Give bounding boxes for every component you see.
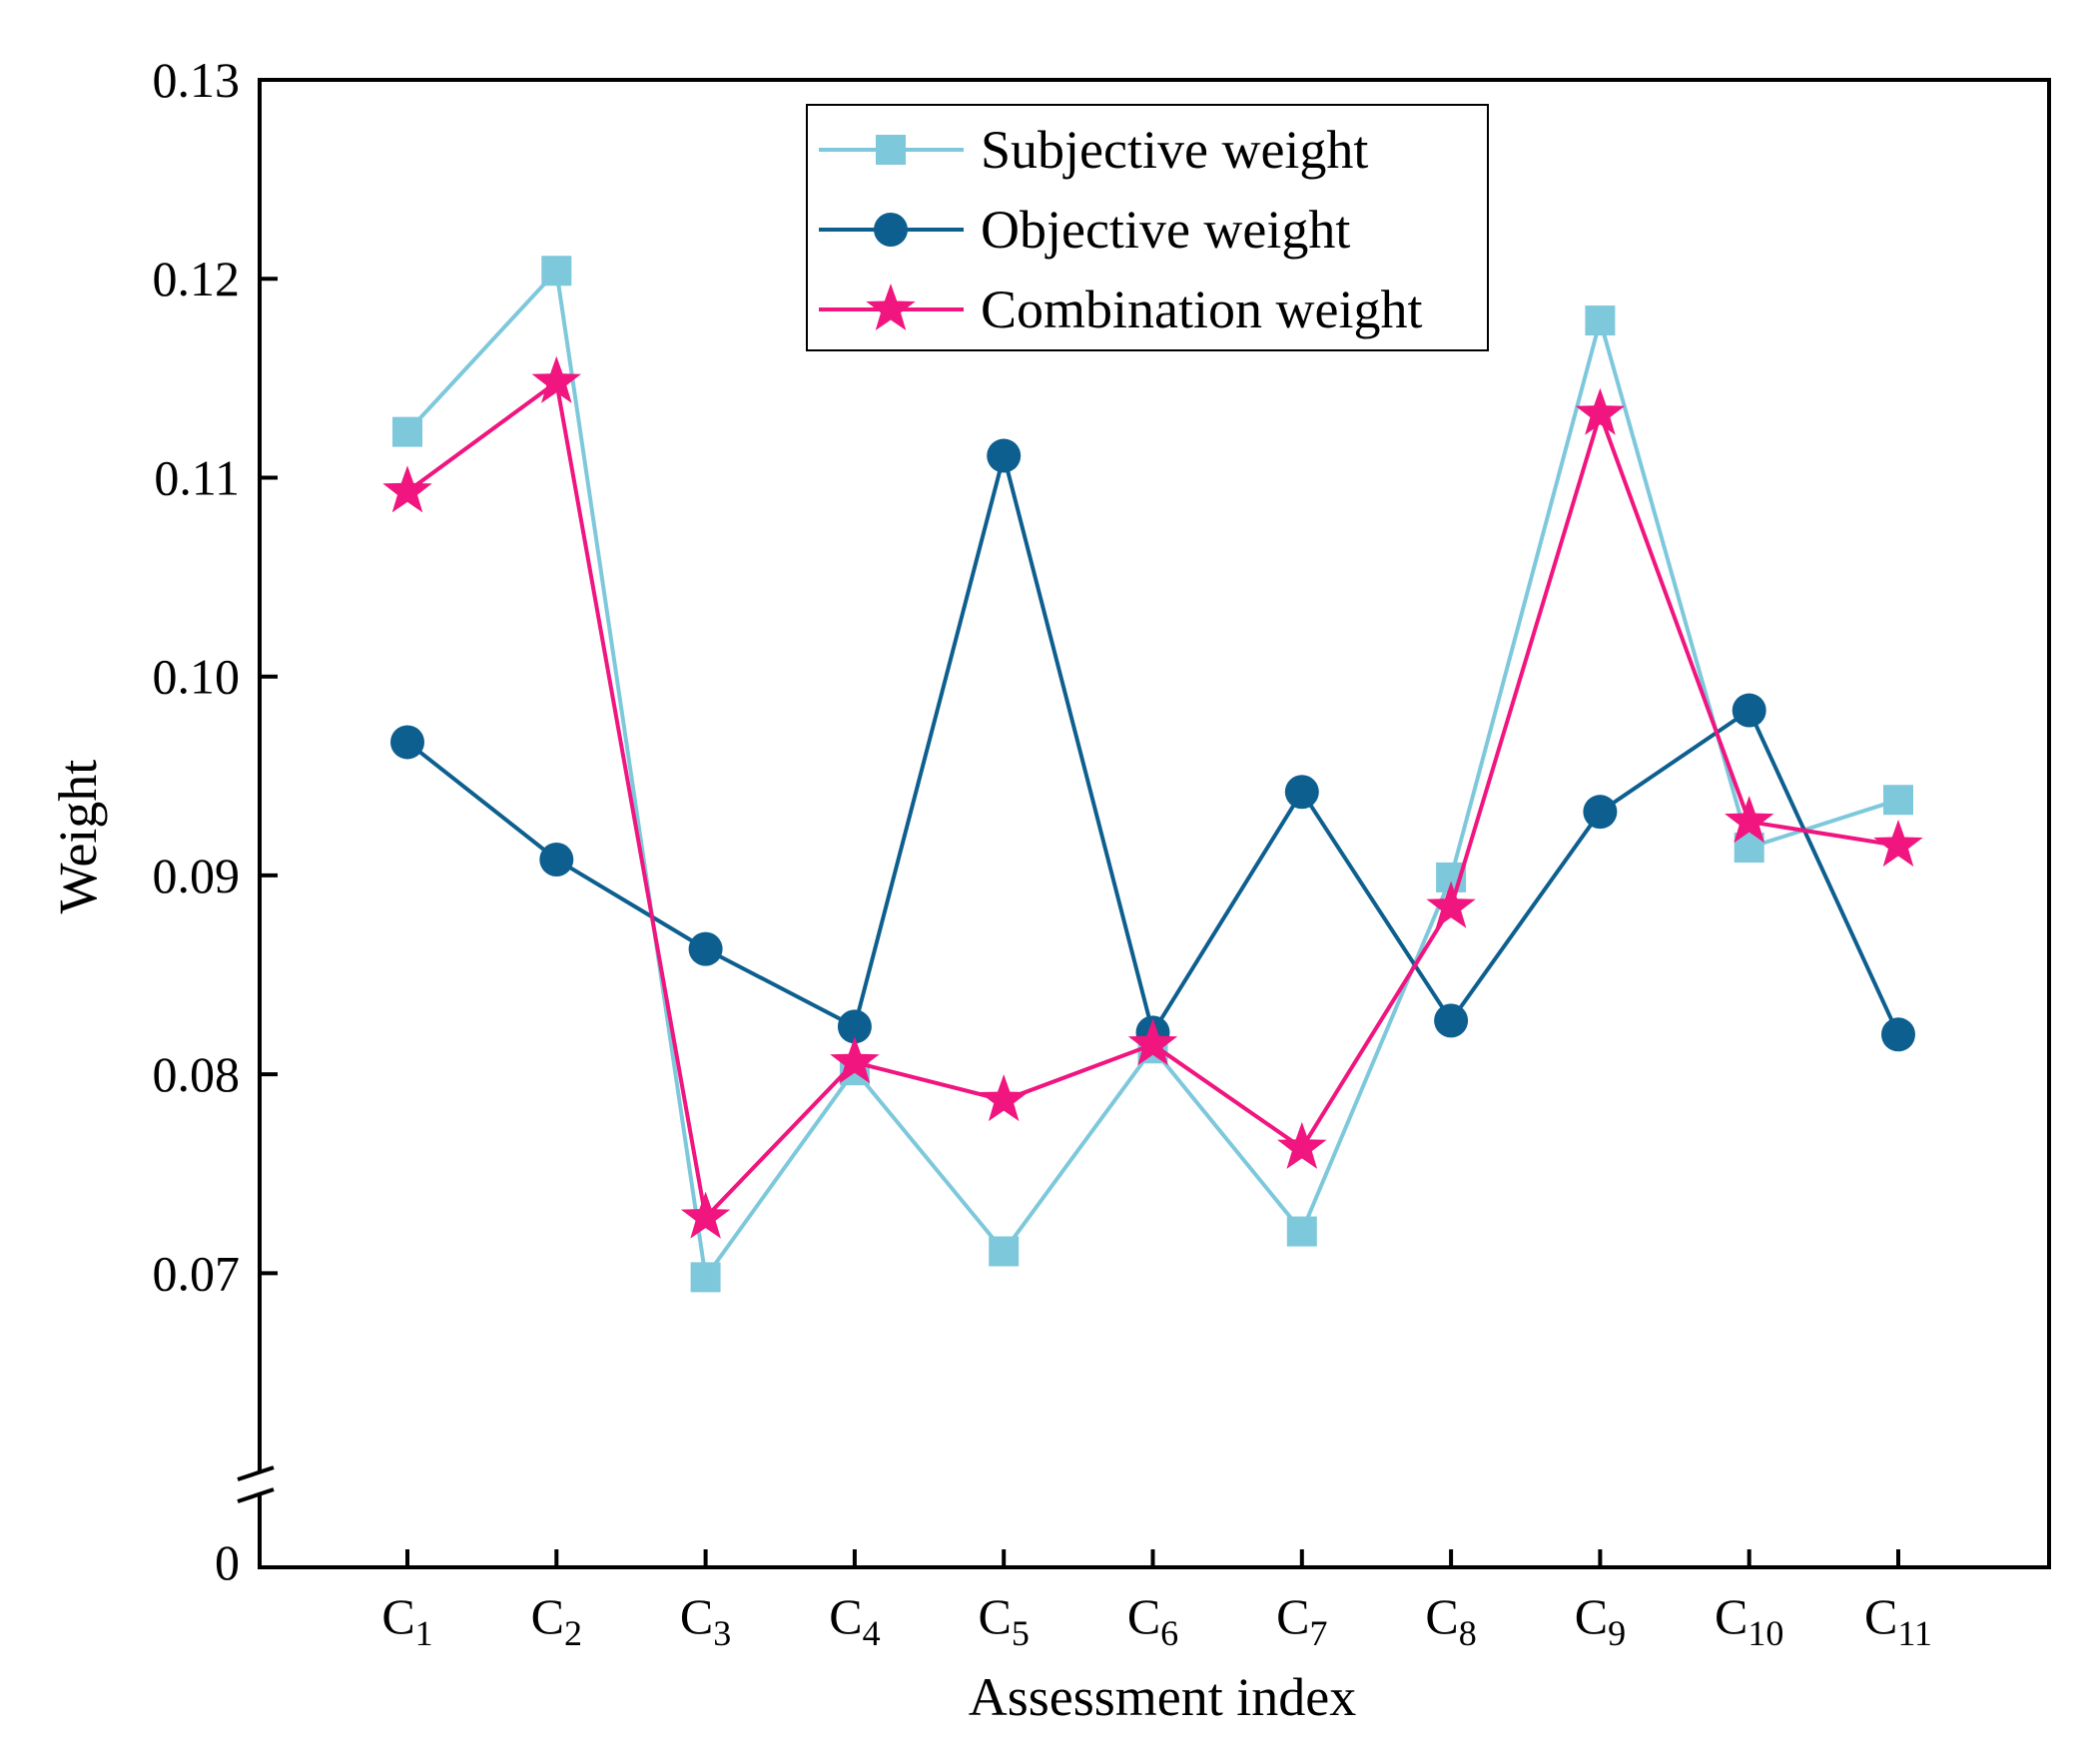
x-axis: C1 C2 C3 C4 C5 C6 C7 C8 C9 C10 C11 [381,1549,1932,1653]
x-tick-label: C2 [531,1588,582,1653]
x-axis-title: Assessment index [969,1667,1356,1727]
x-tick-label-sub: 5 [1012,1613,1030,1653]
legend-label: Combination weight [981,280,1422,339]
axis-break-mark [237,1487,275,1503]
x-tick-label: C1 [381,1588,432,1653]
x-tick-label: C7 [1276,1588,1327,1653]
x-tick-label-sub: 10 [1748,1613,1783,1653]
data-point [1725,796,1774,844]
x-tick-label-sub: 11 [1897,1613,1932,1653]
data-point [392,416,422,447]
series-square [392,256,1913,1293]
legend-marker [876,135,906,165]
x-tick-label: C11 [1864,1588,1932,1653]
data-point [1583,795,1618,830]
data-point [1575,387,1626,435]
x-tick-label-base: C [1425,1588,1458,1644]
y-tick-label: 0.09 [153,848,241,903]
data-point [1127,1018,1178,1066]
x-tick-label-sub: 1 [415,1613,433,1653]
data-point [979,1074,1029,1122]
data-point [1426,880,1476,928]
x-tick-label-sub: 7 [1309,1613,1327,1653]
legend-marker [866,284,916,330]
legend-marker [874,213,908,247]
data-point [830,1036,880,1084]
x-tick-label-base: C [381,1588,414,1644]
data-point [1883,785,1913,816]
data-point [688,931,723,966]
x-tick-label: C6 [1127,1588,1178,1653]
series-circle [390,438,1915,1052]
series-layer [382,256,1923,1293]
data-point [989,1236,1020,1267]
y-tick-label: 0.13 [153,52,241,108]
x-tick-label-base: C [1715,1588,1748,1644]
data-point [680,1191,731,1239]
x-tick-label-sub: 2 [564,1613,582,1653]
x-tick-label-base: C [1276,1588,1309,1644]
x-tick-label-sub: 6 [1160,1613,1178,1653]
legend: Subjective weight Objective weight Combina… [806,104,1489,351]
x-tick-label-base: C [531,1588,564,1644]
x-tick-label-base: C [1575,1588,1608,1644]
data-point [382,465,432,513]
data-point [1434,1003,1469,1038]
data-point [837,1009,872,1044]
x-tick-label-sub: 8 [1459,1613,1477,1653]
axis-break-gap [248,1472,272,1494]
x-tick-label-base: C [680,1588,713,1644]
y-axis: 0.07 0.08 0.09 0.10 0.11 0.12 0.13 0 [153,52,278,1590]
x-tick-label: C10 [1715,1588,1783,1653]
data-point [1585,305,1616,336]
y-tick-label: 0.11 [154,449,240,505]
data-point [390,725,424,760]
x-tick-label: C4 [829,1588,880,1653]
series-line [405,378,1899,1222]
x-tick-label: C3 [680,1588,731,1653]
x-tick-label-base: C [829,1588,862,1644]
y-tick-label: 0.07 [153,1245,241,1301]
y-axis-title: Weight [48,760,108,914]
data-point [1732,693,1766,728]
data-point [1873,820,1923,868]
data-point [539,842,574,877]
y-tick-label: 0.08 [153,1046,241,1102]
y-tick-label: 0.10 [153,649,241,705]
series-star [382,355,1923,1239]
x-tick-label-sub: 9 [1608,1613,1626,1653]
axis-break-mark [237,1465,275,1481]
data-point [541,256,572,287]
legend-label: Subjective weight [981,120,1368,180]
y-tick-label-zero: 0 [215,1534,240,1590]
x-tick-label: C5 [979,1588,1030,1653]
x-tick-label-sub: 3 [713,1613,731,1653]
data-point [531,355,581,403]
legend-label: Objective weight [981,200,1350,260]
series-line [405,447,1900,1038]
data-point [1284,775,1319,810]
data-point [1286,1216,1317,1247]
x-tick-label-base: C [1127,1588,1160,1644]
data-point [1881,1017,1915,1052]
y-tick-label: 0.12 [153,251,241,306]
x-tick-label-base: C [1864,1588,1897,1644]
data-point [1277,1121,1327,1169]
x-tick-label-sub: 4 [863,1613,881,1653]
x-tick-label-base: C [979,1588,1012,1644]
x-tick-label: C9 [1575,1588,1626,1653]
x-tick-label: C8 [1425,1588,1476,1653]
series-line [405,266,1899,1283]
data-point [690,1262,721,1293]
data-point [987,438,1022,473]
